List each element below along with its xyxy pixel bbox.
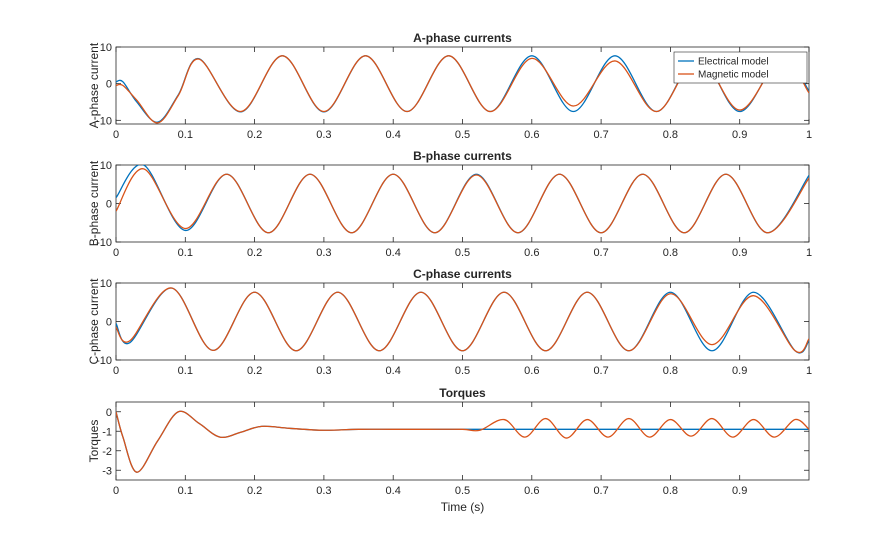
y-tick-label: -10 [96,237,112,249]
chart-title: A-phase currents [413,31,512,45]
x-tick-label: 0.4 [386,365,401,377]
subplot-3: C-phase currents 0 0.1 0.2 0.3 0.4 0.5 0.6 0.7 0.… [87,267,812,377]
x-tick-label: 0.1 [178,365,193,377]
axes-box [115,401,810,481]
x-tick-label: 1 [806,247,812,259]
x-tick-label: 0 [113,485,119,497]
y-axis-label: B-phase current [87,160,101,246]
x-tick-label: 0.5 [455,485,470,497]
subplot-2: B-phase currents 0 0.1 0.2 0.3 0.4 0.5 0.6 0.7 0.… [87,149,812,259]
x-tick-label: 0.7 [593,129,608,141]
y-tick-label: -1 [102,426,112,438]
x-tick-label: 0 [113,129,119,141]
x-tick-label: 0.1 [178,129,193,141]
x-tick-label: 0.6 [524,485,539,497]
x-tick-label: 0.7 [593,365,608,377]
y-tick-label: -10 [96,115,112,127]
chart-title: Torques [439,386,486,400]
y-tick-label: 10 [100,160,112,172]
legend-label: Magnetic model [698,70,769,81]
x-tick-label: 0 [113,247,119,259]
chart-title: C-phase currents [413,267,512,281]
series-line-magnetic-model [116,287,809,354]
y-tick-label: 0 [106,199,112,211]
legend-label: Electrical model [698,57,769,68]
x-tick-label: 0.2 [247,485,262,497]
x-tick-label: 0 [113,365,119,377]
x-tick-label: 0.3 [316,485,331,497]
y-axis-label: Torques [87,420,101,463]
x-tick-label: 0.8 [663,129,678,141]
y-tick-label: 10 [100,278,112,290]
x-tick-label: 0.8 [663,247,678,259]
series-line-magnetic-model [116,168,809,234]
x-tick-label: 0.3 [316,129,331,141]
chart-title: B-phase currents [413,149,512,163]
x-tick-label: 0.9 [732,365,747,377]
x-tick-label: 0.1 [178,247,193,259]
y-tick-label: 0 [106,317,112,329]
x-tick-label: 1 [806,129,812,141]
x-tick-label: 0.4 [386,129,401,141]
x-tick-label: 0.4 [386,247,401,259]
subplot-4: Torques 0 0.1 0.2 0.3 0.4 0.5 0.6 0.7 0.8 0.9 -3 -2 -… [87,386,810,514]
x-tick-label: 0.5 [455,365,470,377]
x-tick-label: 0.6 [524,129,539,141]
x-tick-label: 0.3 [316,247,331,259]
x-tick-label: 0.8 [663,365,678,377]
y-tick-label: -2 [102,446,112,458]
x-tick-label: 0.9 [732,247,747,259]
x-tick-label: 0.7 [593,247,608,259]
legend: Electrical model Magnetic model [673,51,808,84]
x-tick-label: 0.6 [524,365,539,377]
x-tick-label: 0.5 [455,129,470,141]
x-axis-label: Time (s) [441,500,485,514]
subplot-1: A-phase currents 0 0.1 0.2 0.3 0.4 0.5 0.6 0.7 0.… [87,31,812,141]
axes-box [115,164,810,243]
x-tick-label: 0.6 [524,247,539,259]
x-tick-label: 0.2 [247,129,262,141]
y-tick-label: 0 [106,79,112,91]
y-tick-label: -10 [96,355,112,367]
x-tick-label: 0.8 [663,485,678,497]
y-axis-label: A-phase current [87,42,101,128]
legend-box [673,51,808,84]
x-tick-label: 0.5 [455,247,470,259]
y-axis-label: C-phase current [87,278,101,365]
x-tick-label: 0.9 [732,485,747,497]
x-tick-label: 0.2 [247,247,262,259]
y-tick-label: -3 [102,465,112,477]
x-tick-label: 0.1 [178,485,193,497]
x-tick-label: 0.7 [593,485,608,497]
series-line-magnetic-model [116,410,809,473]
y-tick-label: 0 [106,407,112,419]
x-tick-label: 0.4 [386,485,401,497]
x-tick-label: 1 [806,365,812,377]
x-tick-label: 0.9 [732,129,747,141]
x-tick-label: 0.3 [316,365,331,377]
axes-box [115,282,810,361]
y-tick-label: 10 [100,42,112,54]
x-tick-label: 0.2 [247,365,262,377]
